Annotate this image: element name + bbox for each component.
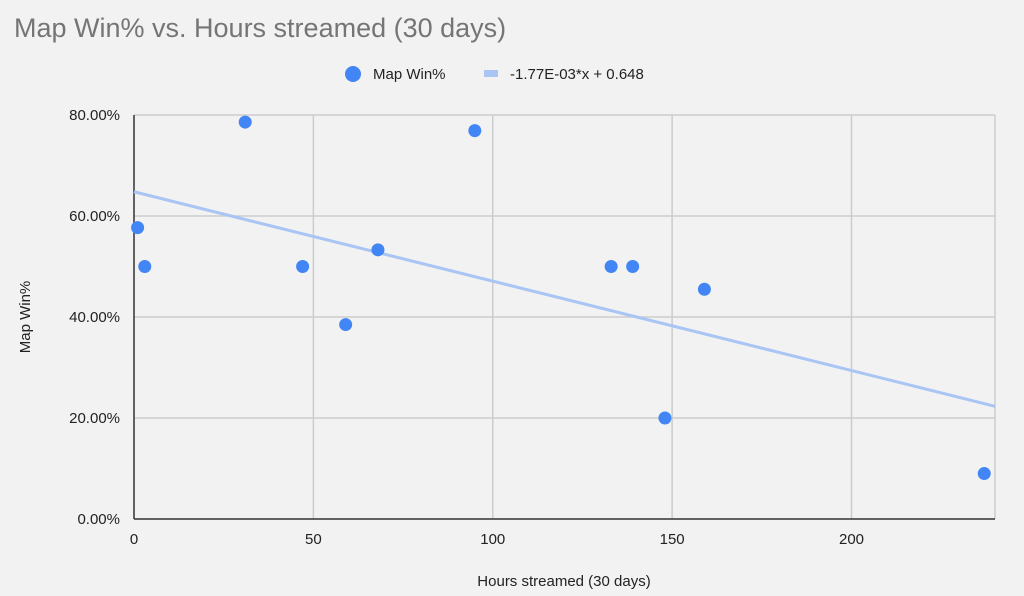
trendline-layer <box>133 190 996 408</box>
legend-label-trendline: -1.77E-03*x + 0.648 <box>510 66 644 83</box>
data-point <box>371 243 385 257</box>
y-tick-label: 0.00% <box>77 511 120 528</box>
y-tick-label: 60.00% <box>69 208 120 225</box>
y-tick-label: 80.00% <box>69 107 120 124</box>
data-point <box>697 282 711 296</box>
data-point <box>468 124 482 138</box>
x-axis-title: Hours streamed (30 days) <box>477 573 650 590</box>
legend-marker-trendline <box>484 70 498 77</box>
x-tick-label: 200 <box>839 531 864 548</box>
data-point <box>977 467 991 481</box>
y-tick-label: 20.00% <box>69 410 120 427</box>
data-point <box>339 318 353 332</box>
trendline <box>133 190 996 408</box>
points-layer <box>131 115 991 481</box>
x-tick-label: 100 <box>480 531 505 548</box>
data-point <box>238 115 252 129</box>
legend: Map Win% -1.77E-03*x + 0.648 <box>345 66 644 83</box>
data-point <box>131 221 145 235</box>
y-axis-title: Map Win% <box>17 281 34 354</box>
data-point <box>658 411 672 425</box>
data-point <box>296 260 310 273</box>
x-tick-label: 0 <box>130 531 138 548</box>
legend-label-series: Map Win% <box>373 66 446 83</box>
data-point <box>138 260 152 273</box>
tick-labels: 0.00% 20.00% 40.00% 60.00% 80.00% 0 50 100 150 20… <box>69 107 864 548</box>
x-tick-label: 50 <box>305 531 322 548</box>
y-tick-label: 40.00% <box>69 309 120 326</box>
axes <box>133 115 995 520</box>
legend-marker-series <box>345 66 361 82</box>
data-point <box>626 260 640 273</box>
chart-title: Map Win% vs. Hours streamed (30 days) <box>14 13 506 43</box>
gridlines <box>134 114 996 519</box>
x-tick-label: 150 <box>660 531 685 548</box>
data-point <box>604 260 618 273</box>
